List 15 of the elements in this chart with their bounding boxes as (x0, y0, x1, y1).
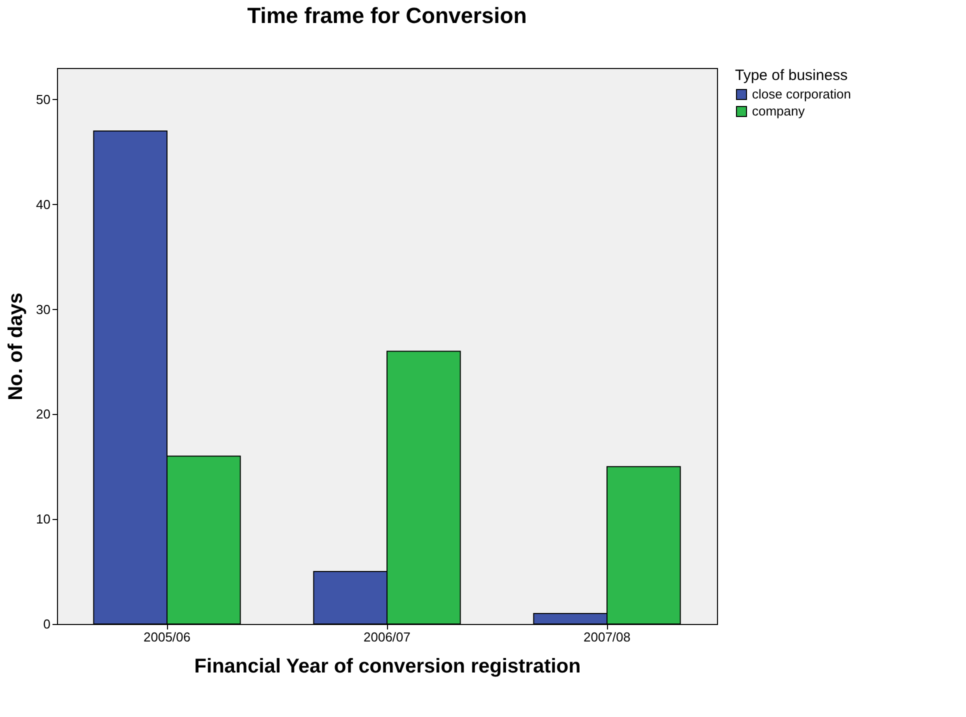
y-tick-label: 40 (36, 196, 50, 212)
y-axis-title: No. of days (5, 292, 28, 400)
chart-title: Time frame for Conversion (247, 3, 527, 28)
y-tick-label: 0 (43, 616, 50, 632)
x-axis-title: Financial Year of conversion registration (194, 656, 581, 678)
x-tick-label: 2007/08 (584, 630, 630, 644)
y-tick-label: 20 (36, 406, 50, 422)
x-tick-label: 2006/07 (364, 630, 410, 644)
legend-label: company (752, 104, 806, 118)
y-tick-label: 30 (36, 302, 50, 317)
y-tick-label: 50 (36, 92, 50, 107)
x-tick-label: 2005/06 (144, 630, 190, 644)
y-tick-label: 10 (36, 512, 50, 527)
legend-label: close corporation (752, 86, 851, 102)
legend-title: Type of business (735, 67, 848, 84)
